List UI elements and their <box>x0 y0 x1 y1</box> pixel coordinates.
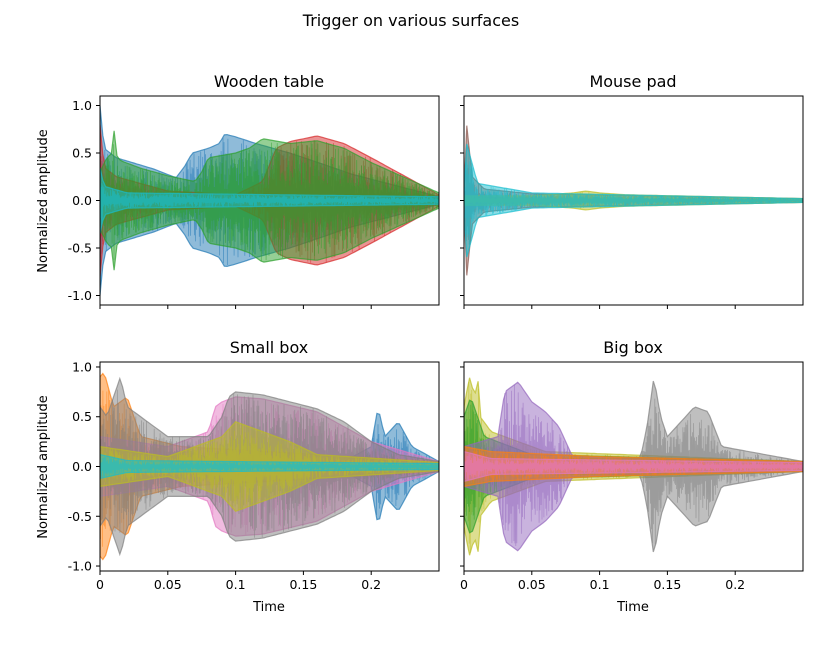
y-tick-label: 1.0 <box>72 359 92 374</box>
x-tick-label: 0 <box>460 577 468 592</box>
plot-area <box>464 377 803 556</box>
y-tick-label: 0.0 <box>72 459 92 474</box>
figure-suptitle: Trigger on various surfaces <box>302 11 519 30</box>
panel-title: Small box <box>230 338 308 357</box>
panel-title: Mouse pad <box>589 72 676 91</box>
y-tick-label: 0.5 <box>72 409 92 424</box>
panel-small-box: Small box Normalized amplitude Time 0 0.0… <box>36 338 440 615</box>
panel-wooden-table: Wooden table Normalized amplitude -1.0 -0… <box>36 72 440 309</box>
plot-area <box>100 372 439 561</box>
y-tick-label: -0.5 <box>68 509 92 524</box>
y-axis-label: Normalized amplitude <box>36 129 51 273</box>
y-tick-label: -0.5 <box>68 241 92 256</box>
x-tick-label: 0.1 <box>226 577 246 592</box>
x-tick-label: 0.05 <box>518 577 546 592</box>
x-tick-label: 0.1 <box>590 577 610 592</box>
panel-title: Wooden table <box>214 72 324 91</box>
x-tick-label: 0.2 <box>361 577 381 592</box>
y-tick-label: 0.5 <box>72 146 92 161</box>
panel-mouse-pad: Mouse pad <box>460 72 804 309</box>
series-waveform <box>100 183 439 226</box>
y-axis-label: Normalized amplitude <box>36 395 51 539</box>
x-tick-label: 0.2 <box>725 577 745 592</box>
plot-area <box>464 125 803 276</box>
plot-area <box>100 105 439 296</box>
series-waveform <box>464 158 803 245</box>
x-axis-label: Time <box>252 600 285 615</box>
series-waveform <box>464 453 803 481</box>
x-tick-label: 0.15 <box>653 577 681 592</box>
x-tick-label: 0.05 <box>154 577 182 592</box>
series-waveform <box>100 456 439 478</box>
panel-big-box: Big box Time 0 0.05 0.1 0.15 0.2 <box>460 338 804 615</box>
panel-title: Big box <box>603 338 663 357</box>
y-tick-label: -1.0 <box>68 559 92 574</box>
x-tick-label: 0 <box>96 577 104 592</box>
x-tick-label: 0.15 <box>289 577 317 592</box>
y-tick-label: 1.0 <box>72 98 92 113</box>
x-axis-label: Time <box>616 600 649 615</box>
y-tick-label: 0.0 <box>72 193 92 208</box>
y-tick-label: -1.0 <box>68 288 92 303</box>
